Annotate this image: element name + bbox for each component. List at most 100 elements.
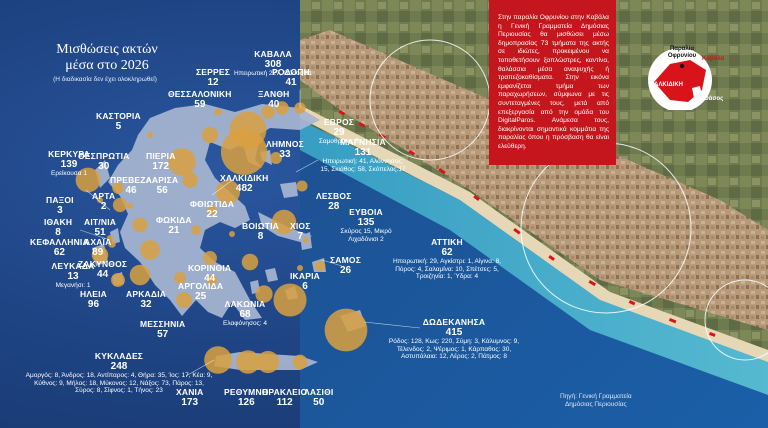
bubble-12 [215, 179, 241, 205]
region-label: ΡΕΘΥΜΝΟ 126 [224, 387, 269, 409]
region-label: ΣΑΜΟΣ 26 [330, 256, 361, 277]
source-line-2: Δημόσιας Περιουσίας [564, 401, 627, 408]
bubble-18 [296, 180, 308, 192]
region-label: ΑΡΚΑΔΙΑ 32 [126, 289, 167, 311]
bubble-8 [75, 167, 101, 193]
bubble-14 [182, 172, 198, 188]
bubble-16 [127, 203, 133, 209]
region-name: ΜΑΓΝΗΣΙΑ [340, 137, 386, 147]
bubble-37 [255, 285, 273, 303]
region-name: ΚΕΡΚΥΡΑ [48, 149, 90, 159]
bubble-39 [324, 308, 368, 352]
region-name: ΡΕΘΥΜΝΟ [224, 387, 269, 397]
region-label: ΗΡΑΚΛΕΙΟ 112 [262, 387, 308, 409]
region-name: ΗΡΑΚΛΕΙΟ [262, 387, 308, 397]
region-name: ΛΑΚΩΝΙΑ [224, 299, 266, 309]
title-line-2: μέσα στο 2026 [65, 58, 149, 73]
region-name: ΞΑΝΘΗ [258, 89, 290, 99]
region-value: 62 [53, 247, 65, 258]
bubble-31 [203, 251, 217, 265]
region-label: ΑΙΤ/ΝΙΑ 51 [84, 218, 116, 239]
region-label: ΛΕΣΒΟΣ 28 [316, 191, 352, 213]
region-label: ΚΥΚΛΑΔΕΣ 248 Αμοργός: 8, Άνδρος: 18, Αντίπ… [24, 352, 214, 395]
bubble-24 [91, 246, 109, 264]
bubble-13 [112, 197, 128, 213]
region-label: ΦΩΚΙΔΑ 21 [156, 216, 192, 237]
region-name: ΡΟΔΟΠΗ [272, 67, 311, 77]
region-value: 8 [55, 227, 61, 238]
bubble-22 [191, 225, 201, 235]
region-name: ΙΘΑΚΗ [44, 217, 73, 227]
region-detail: Αμοργός: 8, Άνδρος: 18, Αντίπαρος: 4, Θή… [25, 372, 213, 394]
region-value: 44 [204, 273, 216, 284]
region-label: ΚΑΣΤΟΡΙΑ 5 [96, 112, 141, 133]
region-name: ΖΑΚΥΝΘΟΣ [78, 259, 128, 269]
region-label: ΔΩΔΕΚΑΝΗΣΑ 415 Ρόδος: 128, Κως: 220, Σύμη:… [384, 318, 524, 361]
region-name: ΙΚΑΡΙΑ [290, 271, 321, 281]
region-label: ΒΟΙΩΤΙΑ 8 [242, 222, 279, 243]
region-value: 59 [194, 99, 206, 110]
region-name: ΛΕΥΚΑΔΑ [51, 261, 95, 271]
bubble-33 [297, 265, 303, 271]
region-value: 248 [110, 361, 128, 372]
region-value: 308 [264, 59, 282, 70]
region-value: 139 [60, 159, 78, 170]
region-name: ΛΕΣΒΟΣ [316, 191, 352, 201]
bubble-29 [108, 240, 116, 248]
region-value: 57 [157, 329, 169, 340]
region-label: ΙΘΑΚΗ 8 [44, 217, 73, 239]
region-value: 2 [100, 201, 107, 212]
region-name: ΛΗΜΝΟΣ [266, 139, 304, 149]
region-value: 33 [279, 149, 291, 160]
region-value: 13 [67, 271, 79, 282]
bubble-15 [220, 128, 268, 176]
region-label: ΧΑΛΚΙΔΙΚΗ 482 [220, 174, 269, 195]
region-name: ΠΡΕΒΕΖΑ [110, 175, 153, 185]
region-label: ΡΟΔΟΠΗ 41 [272, 67, 311, 89]
region-value: 32 [140, 299, 152, 310]
bubble-30 [111, 273, 125, 287]
region-value: 30 [98, 161, 110, 172]
region-name: ΑΡΓΟΛΙΔΑ [178, 281, 224, 291]
bubble-42 [236, 350, 260, 374]
region-value: 50 [313, 397, 325, 408]
region-label: ΑΧΑΪΑ 89 [84, 237, 112, 259]
region-value: 6 [302, 281, 308, 292]
bubble-23 [271, 209, 297, 235]
region-value: 62 [441, 247, 453, 258]
bubble-36 [174, 272, 186, 284]
region-value: 40 [268, 99, 280, 110]
region-name: ΧΙΟΣ [290, 221, 311, 231]
region-label: ΠΙΕΡΙΑ 172 [146, 152, 176, 173]
region-label: ΜΕΣΣΗΝΙΑ 57 [140, 320, 185, 341]
region-name: ΚΑΒΑΛΑ [254, 49, 292, 59]
region-name: ΑΧΑΪΑ [84, 237, 112, 247]
region-name: ΦΘΙΩΤΙΔΑ [190, 199, 235, 209]
region-name: ΔΩΔΕΚΑΝΗΣΑ [422, 317, 486, 327]
bubble-44 [292, 354, 308, 370]
region-label: ΑΡΤΑ 2 [92, 192, 115, 213]
region-name: ΑΡΚΑΔΙΑ [126, 289, 167, 299]
region-value: 5 [115, 121, 122, 132]
region-value: 46 [125, 185, 137, 196]
region-label: ΕΒΡΟΣ 29 Σαμοθράκη: 5 [294, 118, 384, 146]
inset-beach-label: Παραλία Οφρυνίου [667, 46, 697, 59]
region-label: ΛΑΡΙΣΑ 56 [146, 175, 179, 197]
region-name: ΧΑΝΙΑ [176, 387, 204, 397]
region-name: ΛΑΡΙΣΑ [146, 175, 179, 185]
inset-locator-map: Παραλία Οφρυνίου Καβάλα ΧΑΛΚΙΔΙΚΗ Θάσος [640, 40, 740, 112]
bubble-4 [201, 126, 219, 144]
region-detail: Ηπειρωτική 227, Θάσος 81 [234, 70, 312, 77]
region-name: ΛΑΣΙΘΙ [304, 387, 334, 397]
region-value: 96 [87, 299, 100, 310]
inset-kavala-label: Καβάλα [702, 56, 725, 62]
region-label: ΠΡΕΒΕΖΑ 46 [110, 175, 153, 197]
region-detail: Μεγανήσι: 1 [55, 282, 91, 289]
region-label: ΑΡΓΟΛΙΔΑ 25 [178, 281, 224, 303]
region-value: 12 [207, 77, 219, 88]
inset-thasos-label: Θάσος [704, 96, 724, 102]
source-note: Πηγή: Γενική Γραμματεία Δημόσιας Περιουσ… [560, 393, 632, 409]
region-label: ΛΕΥΚΑΔΑ 13 Μεγανήσι: 1 [38, 262, 108, 290]
info-box-text: Στην παραλία Οφρυνίου στην Καβάλα η Γενι… [498, 14, 609, 150]
